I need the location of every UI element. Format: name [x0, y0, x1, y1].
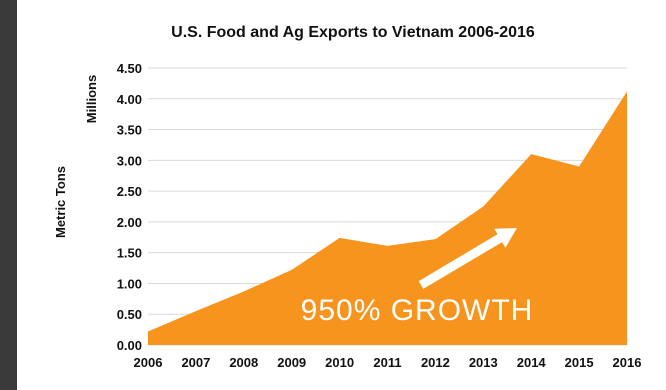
y-tick-label: 1.00: [117, 276, 142, 291]
x-tick-label: 2013: [469, 355, 498, 370]
series-area: [148, 91, 627, 345]
x-tick-label: 2006: [134, 355, 163, 370]
y-tick-label: 3.00: [117, 153, 142, 168]
area-chart: U.S. Food and Ag Exports to Vietnam 2006…: [53, 24, 642, 370]
growth-arrow-icon: [418, 228, 517, 289]
y-tick-label: 2.00: [117, 215, 142, 230]
y-axis-title: Metric Tons: [53, 166, 68, 238]
chart-title: U.S. Food and Ag Exports to Vietnam 2006…: [171, 24, 535, 41]
y-axis-unit-label: Millions: [84, 75, 99, 123]
x-tick-label: 2015: [565, 355, 594, 370]
growth-annotation: 950% GROWTH: [301, 228, 534, 327]
y-tick-label: 0.00: [117, 338, 142, 353]
y-tick-label: 4.00: [117, 92, 142, 107]
x-tick-label: 2014: [517, 355, 547, 370]
x-tick-label: 2010: [325, 355, 354, 370]
x-tick-labels: 2006 2007 2008 2009 2010 2011 2012 2013 2014 2015…: [134, 355, 642, 370]
growth-annotation-text: 950% GROWTH: [301, 294, 534, 327]
y-tick-label: 1.50: [117, 246, 142, 261]
y-tick-label: 3.50: [117, 123, 142, 138]
y-tick-label: 0.50: [117, 307, 142, 322]
x-tick-label: 2012: [421, 355, 450, 370]
x-tick-label: 2007: [181, 355, 210, 370]
chart-panel: U.S. Food and Ag Exports to Vietnam 2006…: [17, 0, 666, 390]
x-tick-label: 2009: [277, 355, 306, 370]
y-tick-label: 2.50: [117, 184, 142, 199]
x-tick-label: 2008: [229, 355, 258, 370]
y-tick-labels: 0.00 0.50 1.00 1.50 2.00 2.50 3.00 3.50 4.00 4.50: [117, 61, 142, 353]
series-area-layer: [147, 91, 628, 345]
x-tick-label: 2016: [613, 355, 642, 370]
x-tick-label: 2011: [373, 355, 401, 370]
y-tick-label: 4.50: [117, 61, 142, 76]
